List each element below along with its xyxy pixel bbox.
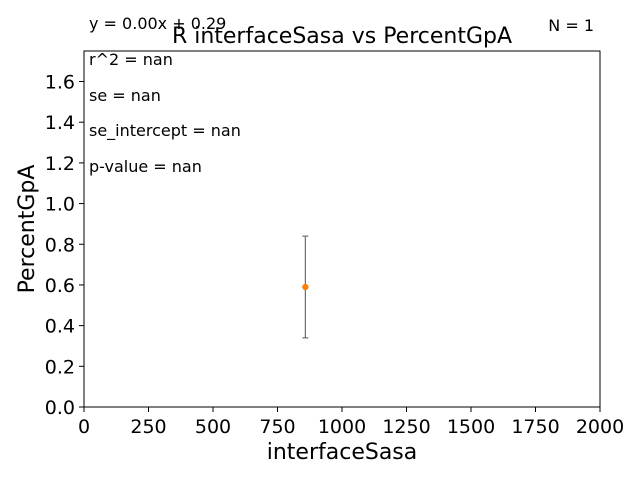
- plot-frame: [83, 50, 601, 408]
- r-squared: r^2 = nan: [89, 50, 173, 69]
- x-tick-label: 1250: [382, 416, 430, 438]
- y-tick-label: 0.2: [45, 356, 75, 378]
- x-tick-label: 2000: [576, 416, 624, 438]
- y-tick-label: 0.4: [45, 316, 75, 338]
- y-tick-label: 1.4: [45, 112, 75, 134]
- x-tick-group: 0 250 500 750 1000 1250 1500 1750 2000: [78, 407, 624, 438]
- y-tick-group: 0.0 0.2 0.4 0.6 0.8 1.0 1.2 1.4 1.6: [45, 72, 84, 419]
- y-tick-label: 0.8: [45, 234, 75, 256]
- p-value: p-value = nan: [89, 157, 202, 176]
- y-tick-label: 1.6: [45, 72, 75, 94]
- y-tick-label: 0.6: [45, 275, 75, 297]
- chart-title: R interfaceSasa vs PercentGpA: [172, 24, 512, 49]
- y-tick-label: 1.2: [45, 153, 75, 175]
- x-tick-label: 500: [195, 416, 231, 438]
- y-tick-label: 0.0: [45, 397, 75, 419]
- fit-equation: y = 0.00x + 0.29: [89, 14, 226, 33]
- x-tick-label: 1750: [511, 416, 559, 438]
- x-tick-label: 250: [130, 416, 166, 438]
- x-tick-label: 750: [259, 416, 295, 438]
- point-group: [302, 283, 309, 291]
- y-tick-label: 1.0: [45, 194, 75, 216]
- standard-error: se = nan: [89, 86, 161, 105]
- y-axis-label: PercentGpA: [15, 165, 40, 294]
- data-point: [302, 283, 309, 291]
- x-tick-label: 1000: [318, 416, 366, 438]
- x-axis-label: interfaceSasa: [267, 440, 418, 465]
- sample-count: N = 1: [548, 16, 594, 35]
- standard-error-intercept: se_intercept = nan: [89, 121, 241, 141]
- x-tick-label: 1500: [447, 416, 495, 438]
- x-tick-label: 0: [78, 416, 90, 438]
